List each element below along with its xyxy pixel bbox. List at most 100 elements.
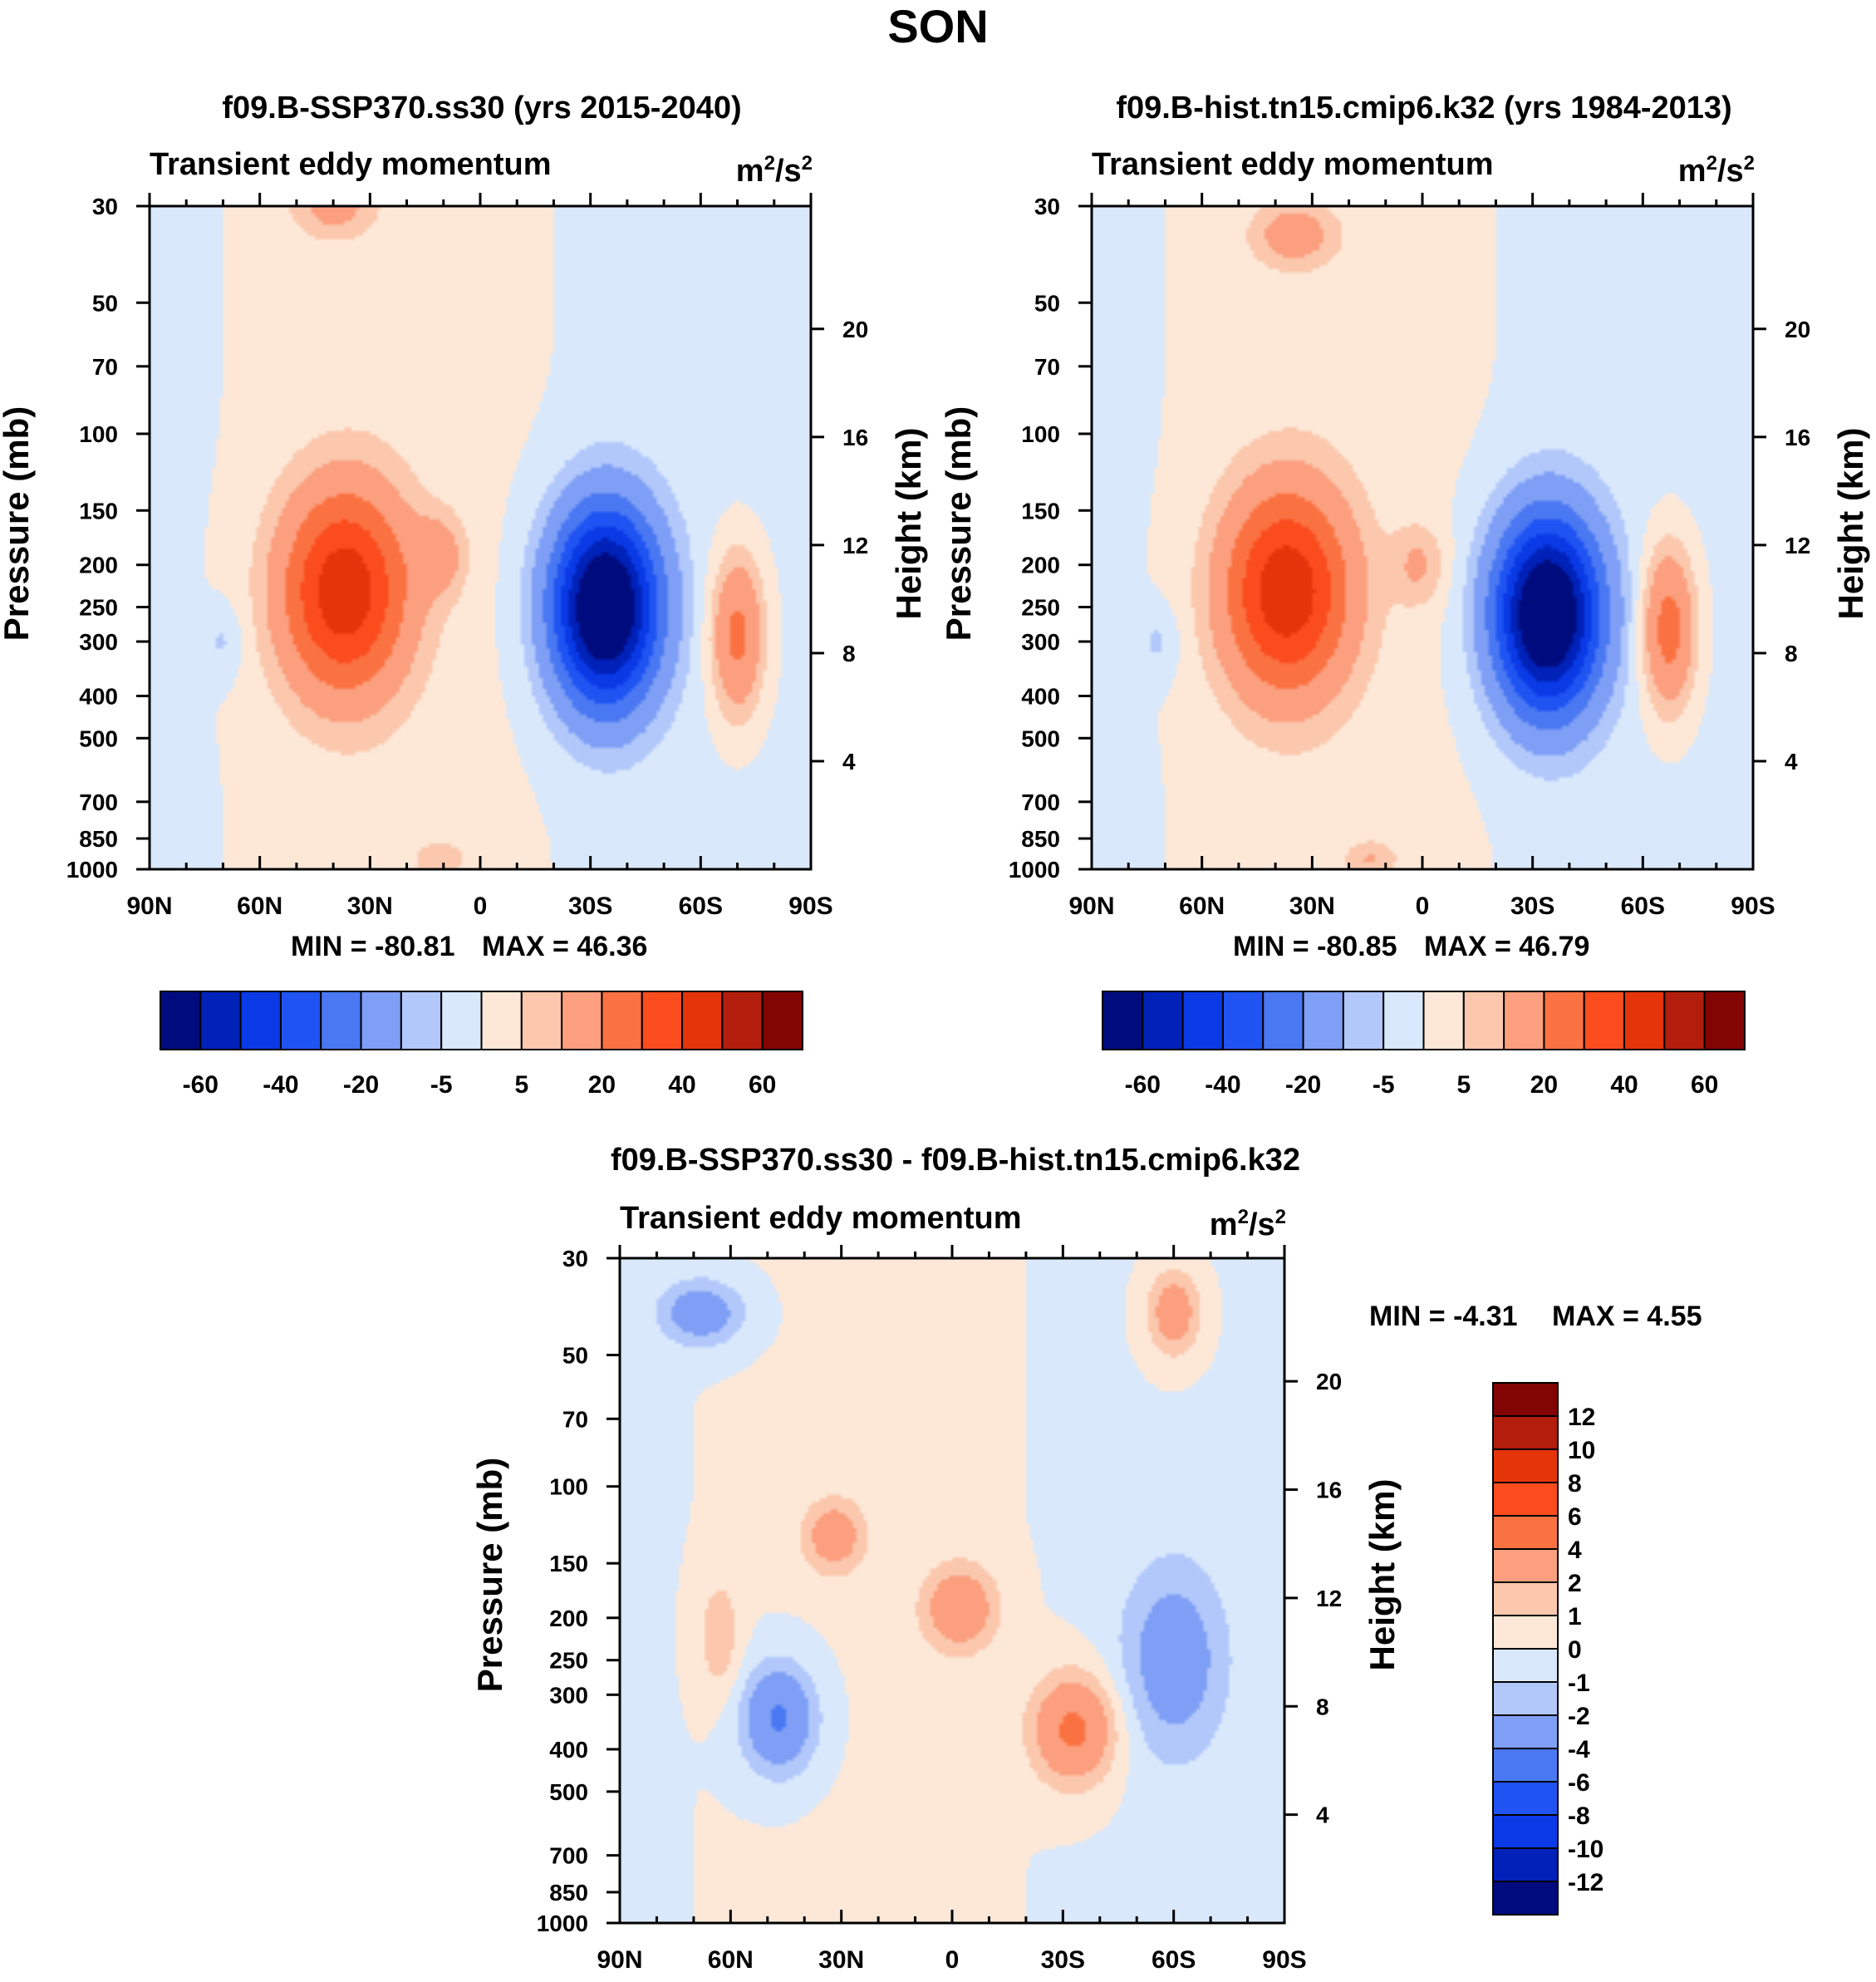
y-tick-label: 150 [79,498,118,524]
colorbar: -60 -40 -20 -5 5 20 40 60 [160,991,803,1099]
panel-subtitle: Transient eddy momentum [1092,147,1494,182]
y-tick-label: 850 [549,1880,588,1906]
x-tick-label: 30S [568,893,612,920]
contour-plot: 90N 60N 30N 0 30S 60S 90S 30 50 70 100 150 200 250 300… [66,193,868,920]
contour-plot: 90N 60N 30N 0 30S 60S 90S 30 50 70 100 150 200 250 300… [1009,193,1810,920]
y-tick-label: 70 [92,354,118,380]
y-tick-label: 30 [1034,194,1060,219]
colorbar-label: 60 [1691,1071,1718,1099]
colorbar-label: 60 [749,1071,776,1099]
colorbar-label: 40 [1610,1071,1638,1099]
colorbar-swatch [1102,991,1144,1050]
y-tick-label: 1000 [1009,857,1060,883]
colorbar-label: 4 [1568,1537,1582,1564]
colorbar-swatch [681,991,724,1050]
colorbar-swatch [1221,991,1265,1050]
y-right-tick-label: 12 [842,533,868,558]
colorbar-swatch [1492,1847,1559,1882]
colorbar-label: -10 [1568,1836,1603,1863]
colorbar-swatch [1492,1648,1559,1683]
colorbar-swatch [1703,991,1746,1050]
y-tick-label: 70 [562,1406,588,1432]
x-tick-label: 0 [474,893,488,920]
colorbar-label: -60 [1125,1071,1161,1099]
colorbar-swatch [279,991,322,1050]
colorbar-swatch [1503,991,1545,1050]
colorbar-label: 2 [1568,1570,1582,1597]
y-tick-label: 30 [562,1246,588,1271]
colorbar-swatch [1543,991,1585,1050]
y-tick-label: 700 [1021,789,1060,815]
y-right-tick-label: 16 [842,425,868,450]
colorbar-label: -5 [430,1071,453,1099]
y-axis-right-label: Height (km) [1831,428,1870,620]
colorbar-swatch [1492,1548,1559,1583]
x-tick-label: 90N [1068,893,1114,920]
colorbar-swatch [1382,991,1425,1050]
x-tick-label: 30N [818,1946,864,1974]
colorbar-label: -60 [183,1071,219,1099]
colorbar-label: 5 [1456,1071,1471,1099]
y-tick-label: 500 [1021,725,1060,751]
colorbar-swatch [1492,1415,1559,1450]
colorbar-label: -40 [263,1071,298,1099]
y-right-tick-label: 4 [1785,749,1798,775]
colorbar-swatch [1492,1681,1559,1716]
colorbar-swatch [1492,1781,1559,1816]
colorbar-swatch [1422,991,1465,1050]
colorbar-swatch [1262,991,1304,1050]
y-right-tick-label: 4 [1316,1802,1329,1828]
colorbar-swatch [480,991,523,1050]
colorbar-label: 6 [1568,1503,1582,1531]
y-tick-label: 500 [79,725,118,751]
colorbar-label: -5 [1373,1071,1395,1099]
max-label: MAX = 46.79 [1424,931,1589,962]
y-right-tick-label: 20 [1785,317,1810,342]
contour-field [1092,206,1753,869]
y-tick-label: 300 [79,629,118,655]
y-tick-label: 700 [79,789,118,815]
colorbar-label: -4 [1568,1736,1590,1763]
y-tick-label: 500 [549,1779,588,1805]
colorbar-swatch [320,991,362,1050]
colorbar-swatch [160,991,202,1050]
colorbar-swatch [1492,1881,1559,1916]
y-tick-label: 200 [1021,553,1060,578]
colorbar-swatch [1492,1714,1559,1749]
colorbar: -60 -40 -20 -5 5 20 40 60 [1102,991,1746,1099]
x-tick-label: 30S [1510,893,1554,920]
colorbar-label: -40 [1205,1071,1240,1099]
colorbar-label: -20 [1285,1071,1321,1099]
colorbar-label: -8 [1568,1802,1590,1830]
y-tick-label: 1000 [537,1911,588,1936]
panel-ssp370: f09.B-SSP370.ss30 (yrs 2015-2040) Transi… [0,91,928,1099]
y-tick-label: 70 [1034,354,1060,380]
x-tick-label: 30S [1041,1946,1085,1974]
y-tick-label: 850 [1021,826,1060,852]
panel-title: f09.B-SSP370.ss30 (yrs 2015-2040) [222,91,741,125]
min-label: MIN = -4.31 [1369,1301,1518,1332]
colorbar-swatch [199,991,242,1050]
colorbar-swatch [641,991,684,1050]
colorbar-swatch [761,991,803,1050]
y-right-tick-label: 12 [1316,1586,1342,1611]
y-axis-label: Pressure (mb) [0,406,36,641]
colorbar-label: -12 [1568,1869,1603,1896]
colorbar-swatch [1492,1382,1559,1417]
y-tick-label: 30 [92,194,118,219]
y-tick-label: 150 [1021,498,1060,524]
y-tick-label: 100 [549,1474,588,1500]
colorbar-label: 20 [588,1071,616,1099]
y-right-tick-label: 8 [1785,641,1798,666]
y-axis-right-label: Height (km) [1363,1479,1402,1671]
colorbar-label: -2 [1568,1703,1590,1730]
x-tick-label: 90S [788,893,832,920]
colorbar-swatch [520,991,563,1050]
colorbar-swatch [561,991,603,1050]
y-tick-label: 400 [79,683,118,709]
x-tick-label: 30N [347,893,393,920]
y-right-tick-label: 12 [1785,533,1810,558]
panel-subtitle: Transient eddy momentum [620,1201,1022,1236]
colorbar-swatch [1462,991,1505,1050]
